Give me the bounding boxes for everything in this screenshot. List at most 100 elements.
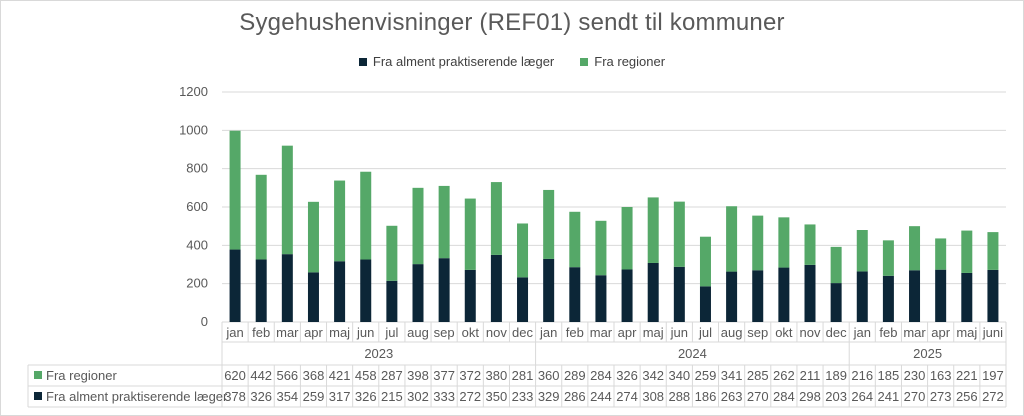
bar-regioner	[569, 211, 581, 268]
x-tick-label: dec	[512, 325, 533, 340]
y-tick-label: 800	[186, 161, 208, 176]
bar-regioner	[699, 236, 711, 287]
bar-praktiserende	[569, 267, 581, 322]
bar-praktiserende	[778, 267, 790, 322]
bar-regioner	[255, 174, 267, 260]
table-cell-value: 326	[250, 389, 272, 404]
table-cell-value: 372	[459, 368, 481, 383]
x-tick-label: nov	[486, 325, 507, 340]
table-cell-value: 340	[668, 368, 690, 383]
table-cell-value: 215	[381, 389, 403, 404]
table-cell-value: 256	[956, 389, 978, 404]
table-cell-value: 566	[276, 368, 298, 383]
table-cell-value: 286	[564, 389, 586, 404]
table-cell-value: 288	[668, 389, 690, 404]
table-cell-value: 378	[224, 389, 246, 404]
legend-item-regioner: Fra regioner	[580, 54, 665, 69]
table-cell-value: 233	[512, 389, 534, 404]
table-cell-value: 350	[486, 389, 508, 404]
table-cell-value: 354	[276, 389, 298, 404]
x-tick-label: apr	[618, 325, 637, 340]
chart-title: Sygehushenvisninger (REF01) sendt til ko…	[239, 9, 785, 36]
year-label: 2023	[364, 346, 393, 361]
table-cell-value: 342	[642, 368, 664, 383]
table-cell-value: 281	[512, 368, 534, 383]
x-tick-label: aug	[407, 325, 429, 340]
table-cell-value: 377	[433, 368, 455, 383]
bar-regioner	[804, 224, 816, 265]
table-legend-swatch	[34, 371, 42, 379]
year-label: 2025	[913, 346, 942, 361]
bar-regioner	[464, 198, 476, 270]
bar-regioner	[856, 230, 868, 272]
legend-swatch-regioner	[580, 57, 589, 66]
table-cell-value: 421	[329, 368, 351, 383]
bar-regioner	[935, 238, 947, 270]
x-tick-label: nov	[800, 325, 821, 340]
bar-regioner	[229, 130, 241, 250]
bar-regioner	[595, 220, 607, 276]
table-cell-value: 211	[800, 368, 821, 383]
bar-praktiserende	[909, 270, 921, 322]
bar-regioner	[517, 223, 529, 278]
table-cell-value: 287	[381, 368, 403, 383]
table-cell-value: 302	[407, 389, 429, 404]
x-tick-label: jul	[384, 325, 398, 340]
bar-regioner	[961, 230, 973, 273]
bar-praktiserende	[412, 264, 424, 322]
x-tick-label: mar	[590, 325, 613, 340]
bar-praktiserende	[752, 270, 764, 322]
table-cell-value: 326	[355, 389, 377, 404]
bar-praktiserende	[882, 275, 894, 322]
table-cell-value: 289	[564, 368, 586, 383]
table-cell-value: 189	[825, 368, 847, 383]
x-tick-label: aug	[721, 325, 743, 340]
table-cell-value: 272	[982, 389, 1004, 404]
table-cell-value: 197	[982, 368, 1004, 383]
bar-praktiserende	[490, 254, 502, 322]
bar-regioner	[360, 171, 372, 260]
table-cell-value: 274	[616, 389, 638, 404]
bar-praktiserende	[438, 258, 450, 322]
bar-regioner	[647, 197, 659, 263]
legend-item-praktiserende: Fra alment praktiserende læger	[358, 54, 554, 69]
bar-praktiserende	[726, 271, 738, 322]
x-tick-label: jun	[670, 325, 688, 340]
bar-praktiserende	[386, 280, 398, 322]
x-tick-label: feb	[879, 325, 897, 340]
table-cell-value: 442	[250, 368, 272, 383]
table-cell-value: 270	[747, 389, 769, 404]
table-cell-value: 317	[329, 389, 351, 404]
table-cell-value: 326	[616, 368, 638, 383]
table-cell-value: 620	[224, 368, 246, 383]
table-cell-value: 398	[407, 368, 429, 383]
table-row-label: Fra regioner	[46, 368, 117, 383]
table-cell-value: 244	[590, 389, 612, 404]
bar-praktiserende	[673, 266, 685, 322]
bar-regioner	[830, 246, 842, 284]
legend-label-regioner: Fra regioner	[594, 54, 666, 69]
bar-praktiserende	[307, 272, 319, 322]
x-tick-label: okt	[775, 325, 793, 340]
bar-praktiserende	[543, 258, 555, 322]
bar-regioner	[412, 187, 424, 265]
x-tick-label: mar	[903, 325, 926, 340]
bar-praktiserende	[464, 269, 476, 322]
table-cell-value: 230	[904, 368, 926, 383]
table-cell-value: 360	[538, 368, 560, 383]
y-tick-label: 600	[186, 199, 208, 214]
table-cell-value: 284	[590, 368, 612, 383]
y-tick-label: 400	[186, 237, 208, 252]
table-cell-value: 262	[773, 368, 795, 383]
table-cell-value: 259	[695, 368, 717, 383]
table-cell-value: 368	[303, 368, 325, 383]
y-tick-label: 200	[186, 276, 208, 291]
table-cell-value: 259	[303, 389, 325, 404]
bar-praktiserende	[229, 249, 241, 322]
table-cell-value: 264	[851, 389, 873, 404]
bar-praktiserende	[334, 261, 346, 322]
table-cell-value: 285	[747, 368, 769, 383]
bar-regioner	[438, 185, 450, 259]
